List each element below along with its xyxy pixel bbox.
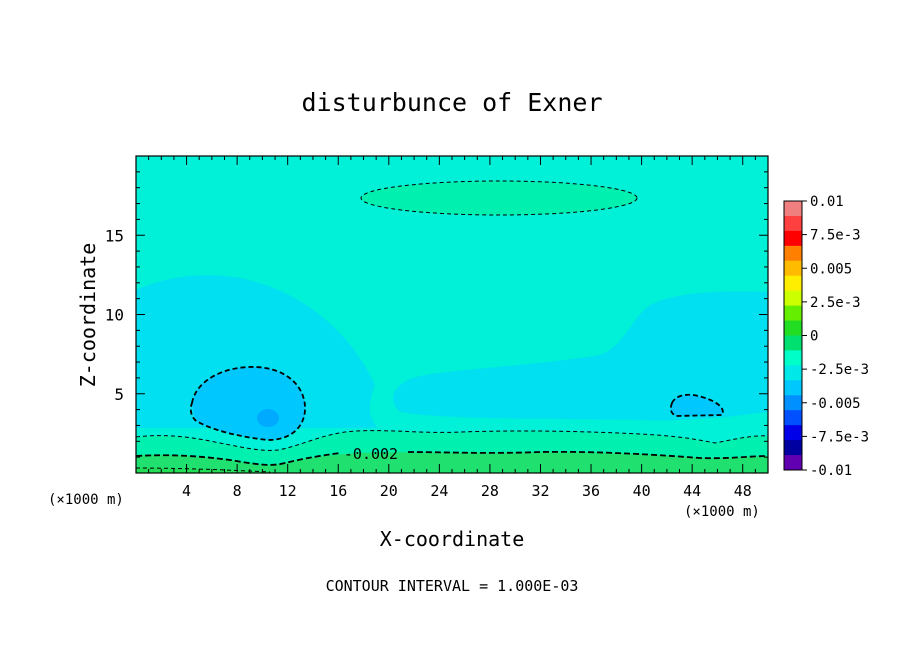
x-tick-label: 16 [329,482,347,500]
colorbar [783,200,807,471]
colorbar-label: -2.5e-3 [810,362,869,378]
colorbar-label: 0.01 [810,194,844,210]
colorbar-swatch [784,455,802,471]
y-tick-label: 10 [105,306,124,325]
x-tick-labels: 4 8 12 16 20 24 28 32 36 40 44 48 [182,482,752,500]
colorbar-swatch [784,395,802,411]
colorbar-swatch [784,365,802,381]
upper-ellipse-region [361,181,637,215]
x-axis-label: X-coordinate [380,527,525,551]
x-tick-label: 40 [633,482,651,500]
colorbar-swatch [784,230,802,247]
colorbar-label: 0 [810,329,818,345]
contour-line-surface-2b [407,450,768,460]
contour-line-upper [360,180,638,216]
axis-ticks [136,156,768,473]
colorbar-swatch [784,350,802,366]
colorbar-swatch [784,425,802,441]
y-tick-labels: 5 10 15 [105,226,124,404]
colorbar-swatch [784,335,802,351]
colorbar-label: -7.5e-3 [810,429,869,445]
colorbar-swatch [784,215,802,232]
y-tick-label: 15 [105,226,124,245]
y-axis-label: Z-coordinate [76,243,100,388]
x-tick-label: 20 [380,482,398,500]
surface-layer-2 [136,451,768,473]
contour-line-left-min [189,366,306,441]
colorbar-swatch [784,380,802,396]
x-tick-label: 24 [430,482,448,500]
contour-line-surface-3 [136,467,271,473]
contour-line-surface-2 [136,452,341,466]
colorbar-label: -0.01 [810,463,852,479]
colorbar-label: -0.005 [810,396,861,412]
contour-line-surface-1 [136,430,768,451]
chart-title: disturbunce of Exner [301,88,602,117]
y-tick-label: 5 [114,385,124,404]
colorbar-label: 0.005 [810,261,852,277]
contour-line-right-min [669,393,724,417]
contour-interval-note: CONTOUR INTERVAL = 1.000E-03 [326,577,579,595]
x-tick-label: 4 [182,482,191,500]
colorbar-swatch [784,440,802,456]
colorbar-swatch [784,410,802,426]
x-tick-label: 8 [233,482,242,500]
plot-area [136,156,768,473]
x-tick-label: 32 [531,482,549,500]
colorbar-swatch [784,245,802,262]
x-unit-right: (×1000 m) [684,504,760,520]
contour-label: -0.002 [344,445,398,463]
left-lobe-region [136,275,378,428]
colorbar-swatch [784,320,802,336]
x-tick-label: 12 [279,482,297,500]
colorbar-swatch [784,260,802,277]
x-tick-label: 44 [683,482,701,500]
colorbar-swatch [784,275,802,292]
colorbar-label: 2.5e-3 [810,295,861,311]
right-band-region [393,291,768,421]
x-tick-label: 48 [734,482,752,500]
x-tick-label: 28 [481,482,499,500]
colorbar-swatch [784,305,802,322]
colorbar-swatch [784,201,802,217]
deep-minimum-spot [257,409,279,427]
colorbar-label: 7.5e-3 [810,228,861,244]
x-tick-label: 36 [582,482,600,500]
colorbar-labels: 0.01 7.5e-3 0.005 2.5e-3 0 -2.5e-3 -0.00… [810,194,869,479]
colorbar-swatch [784,290,802,307]
x-unit-left: (×1000 m) [48,492,124,508]
